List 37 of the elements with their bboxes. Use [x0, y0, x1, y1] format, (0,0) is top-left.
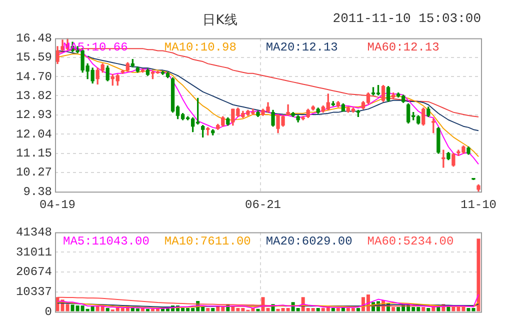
text: MA10:7611.00: [164, 234, 251, 248]
bar: [331, 308, 335, 312]
bar: [316, 308, 320, 312]
bar: [206, 308, 210, 312]
text: MA5:11043.00: [63, 234, 150, 248]
x-tick-label: 04-19: [40, 198, 76, 212]
y-tick-label: 31011: [16, 245, 52, 260]
series-label: MA10:10.98: [164, 40, 236, 54]
y-tick-label: 41348: [16, 225, 52, 240]
y-tick-label: 14.70: [16, 70, 52, 84]
y-tick-label: 16.48: [16, 31, 52, 46]
y-tick-label: 10.27: [16, 166, 52, 180]
y-tick-label: 13.82: [16, 88, 52, 103]
x-tick-label: 06-21: [244, 198, 281, 212]
y-tick-label: 10337: [16, 285, 52, 300]
bar: [106, 308, 110, 312]
y-tick-label: 20674: [16, 265, 52, 280]
chart-title: 日K线: [202, 13, 238, 28]
y-tick-label: 0: [44, 304, 52, 319]
bar: [146, 308, 150, 312]
y-tick-label: 11.15: [16, 146, 52, 161]
bar: [356, 308, 360, 312]
bar: [211, 308, 215, 312]
text: 2011-11-10 15:03:00: [332, 11, 481, 26]
y-tick-label: 9.38: [23, 184, 52, 199]
y-tick-label: 15.59: [16, 50, 52, 65]
bar: [422, 306, 426, 312]
x-tick-label: 11-10: [460, 198, 496, 212]
bar: [256, 308, 260, 312]
bar: [336, 308, 340, 312]
y-tick-label: 12.93: [16, 108, 52, 122]
text: MA60:5234.00: [367, 234, 454, 248]
text: MA20:6029.00: [266, 234, 352, 248]
y-tick-label: 12.04: [16, 127, 52, 142]
text: MA60:12.13: [367, 40, 440, 54]
text: MA20:12.13: [266, 40, 338, 54]
bar: [426, 308, 430, 312]
